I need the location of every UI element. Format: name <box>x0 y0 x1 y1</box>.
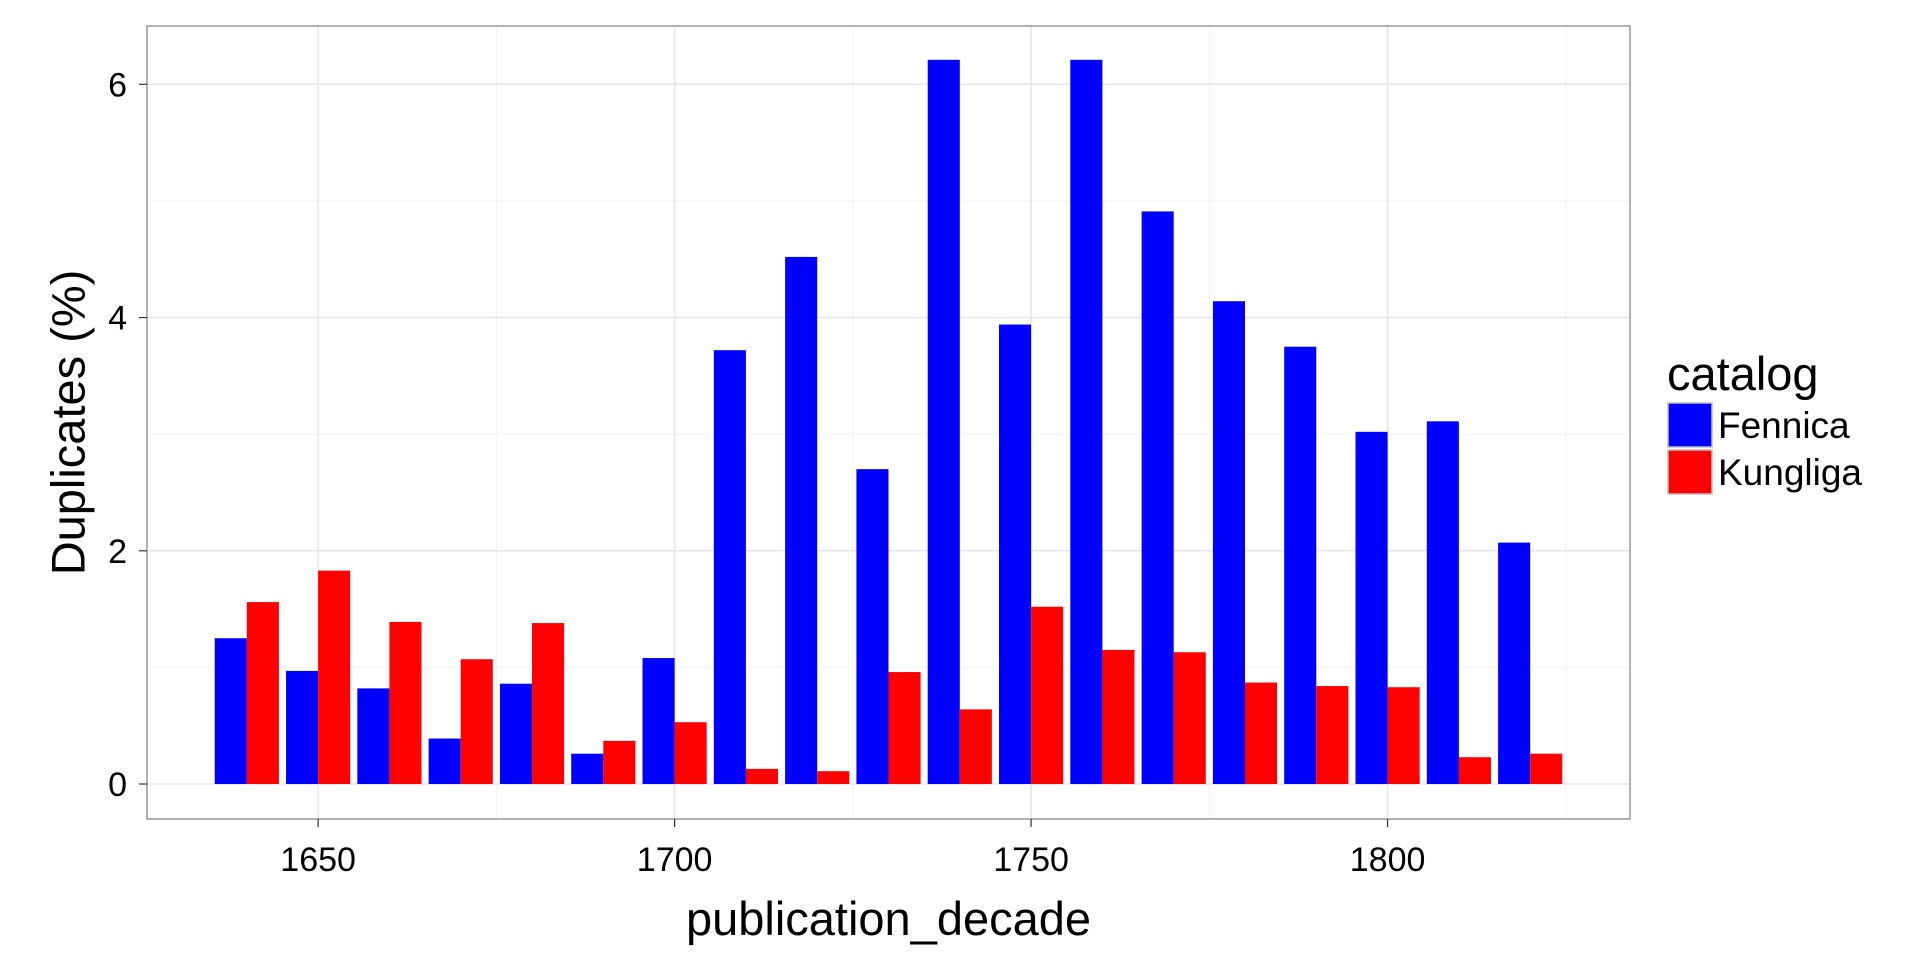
x-axis-ticks: 1650 1700 1750 1800 <box>280 819 1425 879</box>
bar-fennica-1810 <box>1426 421 1459 785</box>
bar-kungliga-1810 <box>1458 757 1491 785</box>
bar-fennica-1670 <box>428 738 461 785</box>
bar-kungliga-1680 <box>532 623 565 785</box>
bar-fennica-1760 <box>1070 59 1103 785</box>
legend-key-kungliga <box>1667 449 1713 495</box>
bar-fennica-1740 <box>927 59 960 785</box>
bar-kungliga-1640 <box>246 602 279 785</box>
bar-kungliga-1750 <box>1031 606 1064 785</box>
bar-fennica-1710 <box>713 350 746 785</box>
bar-kungliga-1700 <box>674 722 707 785</box>
bar-kungliga-1770 <box>1173 652 1206 785</box>
bar-kungliga-1670 <box>460 659 493 785</box>
legend-label-fennica: Fennica <box>1718 405 1850 446</box>
y-tick-label: 4 <box>108 300 127 338</box>
bar-kungliga-1710 <box>745 768 778 785</box>
legend-items: Fennica Kungliga <box>1667 402 1862 495</box>
legend-key-fennica <box>1667 402 1713 448</box>
bar-fennica-1720 <box>785 256 818 785</box>
bar-kungliga-1820 <box>1530 753 1563 785</box>
panel-border <box>146 25 1631 820</box>
bar-fennica-1680 <box>499 683 533 785</box>
bar-kungliga-1740 <box>959 709 992 785</box>
bar-fennica-1660 <box>357 688 390 785</box>
y-tick-label: 6 <box>108 66 127 104</box>
legend-title: catalog <box>1667 347 1819 400</box>
bar-kungliga-1800 <box>1387 687 1420 785</box>
legend: catalog Fennica Kungliga <box>1667 347 1862 495</box>
bar-fennica-1800 <box>1355 431 1388 785</box>
bar-fennica-1640 <box>214 638 247 785</box>
bar-kungliga-1730 <box>888 672 921 785</box>
bar-kungliga-1790 <box>1316 686 1349 785</box>
legend-label-kungliga: Kungliga <box>1718 452 1862 493</box>
y-tick-label: 2 <box>108 533 127 571</box>
y-axis-title: Duplicates (%) <box>41 270 94 576</box>
y-axis-ticks: 0 2 4 6 <box>108 66 147 804</box>
y-tick-label: 0 <box>108 766 127 804</box>
bar-kungliga-1690 <box>603 740 636 785</box>
bar-fennica-1780 <box>1212 301 1245 785</box>
bar-kungliga-1650 <box>318 570 351 785</box>
x-axis-title: publication_decade <box>686 892 1091 945</box>
x-tick-label: 1700 <box>637 841 713 879</box>
bar-fennica-1820 <box>1498 542 1531 785</box>
bar-fennica-1790 <box>1284 346 1317 785</box>
bar-kungliga-1780 <box>1244 682 1278 785</box>
x-tick-label: 1650 <box>280 841 356 879</box>
bar-fennica-1730 <box>856 469 889 785</box>
bar-kungliga-1660 <box>389 621 422 785</box>
bars <box>214 59 1563 785</box>
bar-fennica-1770 <box>1141 211 1174 785</box>
bar-fennica-1700 <box>642 658 675 785</box>
bar-fennica-1750 <box>999 324 1032 785</box>
bar-fennica-1690 <box>571 753 604 785</box>
x-tick-label: 1750 <box>993 841 1069 879</box>
bar-kungliga-1720 <box>817 771 850 785</box>
bar-fennica-1650 <box>286 670 319 785</box>
x-tick-label: 1800 <box>1350 841 1426 879</box>
bar-kungliga-1760 <box>1102 649 1135 785</box>
